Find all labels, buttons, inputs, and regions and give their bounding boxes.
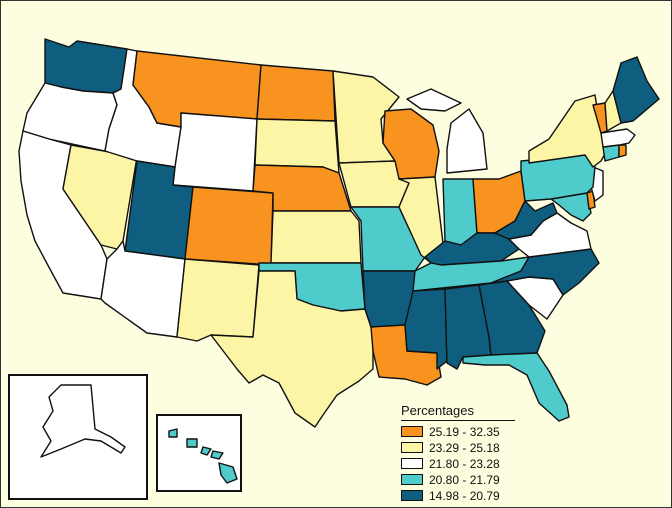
state-florida [462,352,570,422]
state-alaska [40,384,126,458]
legend-swatch [401,490,423,501]
state-illinois [398,176,444,264]
state-indiana [442,178,478,246]
legend-label: 20.80 - 21.79 [429,472,500,487]
state-washington [44,38,128,94]
legend-item: 25.19 - 32.35 [401,424,521,439]
state-west-virginia [494,200,558,240]
state-colorado [184,186,274,266]
state-north-dakota [256,64,336,122]
map-legend: Percentages 25.19 - 32.35 23.29 - 25.18 21… [401,403,521,503]
legend-item: 14.98 - 20.79 [401,488,521,503]
legend-swatch [401,458,423,469]
legend-label: 25.19 - 32.35 [429,424,500,439]
legend-swatch [401,442,423,453]
state-north-carolina [490,248,600,296]
state-michigan [406,88,488,174]
state-rhode-island [618,144,627,158]
legend-label: 23.29 - 25.18 [429,440,500,455]
state-texas [210,270,374,428]
legend-item: 20.80 - 21.79 [401,472,521,487]
legend-item: 21.80 - 23.28 [401,456,521,471]
state-hawaii [168,428,238,484]
state-wyoming [172,112,258,192]
state-maine [612,56,660,124]
legend-item: 23.29 - 25.18 [401,440,521,455]
state-massachusetts [600,128,636,148]
state-kansas [270,210,362,264]
legend-swatch [401,426,423,437]
legend-swatch [401,474,423,485]
state-new-mexico [176,258,260,342]
legend-title: Percentages [401,403,521,421]
legend-label: 14.98 - 20.79 [429,488,500,503]
legend-label: 21.80 - 23.28 [429,456,500,471]
